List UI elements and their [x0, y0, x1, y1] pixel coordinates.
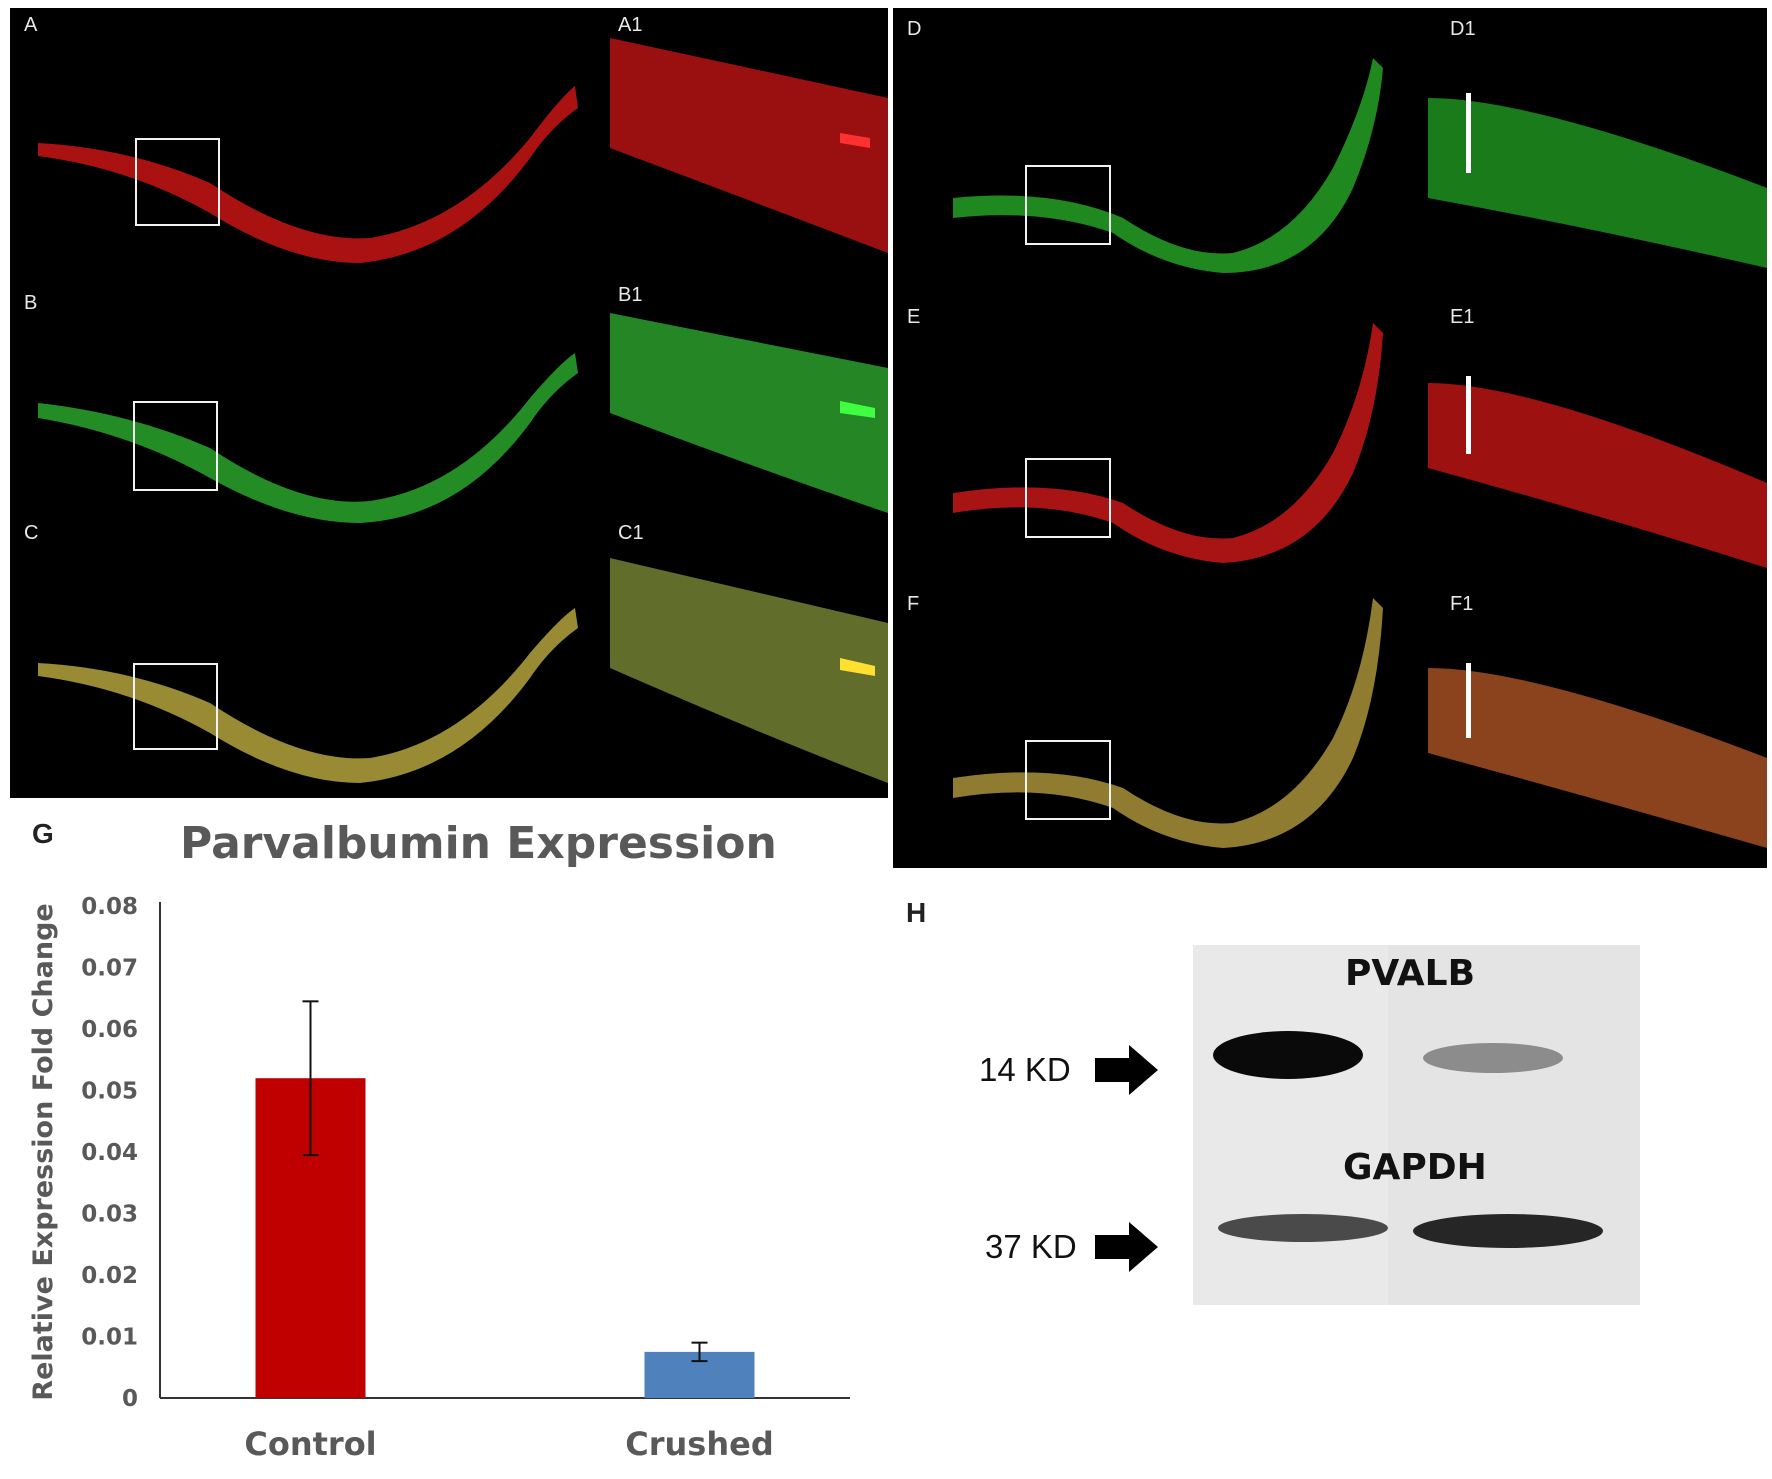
marker-14kd: 14 KD [979, 1051, 1071, 1088]
marker-37kd: 37 KD [985, 1228, 1077, 1265]
micrograph-C [38, 558, 888, 783]
zoom-box-D [1025, 165, 1111, 245]
panel-label-D: D [907, 18, 922, 40]
y-tick-label: 0.06 [81, 1017, 138, 1043]
crush-line-E1 [1466, 376, 1471, 454]
micrograph-B [38, 313, 888, 523]
panel-label-E1: E1 [1450, 306, 1475, 328]
blot-bands [1213, 945, 1640, 1305]
band-gapdh-control [1218, 1214, 1388, 1242]
y-tick-label: 0.07 [81, 956, 138, 982]
band-pvalb-control [1213, 1031, 1363, 1079]
y-tick-label: 0 [122, 1386, 138, 1412]
crush-line-F1 [1466, 663, 1471, 738]
crush-line-D1 [1466, 93, 1471, 173]
y-tick-label: 0.04 [81, 1140, 138, 1166]
zoom-box-B [133, 401, 218, 491]
gapdh-label: GAPDH [1343, 1147, 1487, 1188]
bar-chart: 0 0.01 0.02 0.03 0.04 0.05 0.06 0.07 0.08 Relativ… [28, 894, 850, 1463]
x-tick-label: Crushed [625, 1425, 773, 1463]
y-tick-label: 0.01 [81, 1325, 138, 1351]
panel-label-G: G [32, 818, 54, 849]
micrograph-E [953, 323, 1767, 568]
arrow-right-icon [1095, 1045, 1158, 1095]
band-pvalb-crushed [1423, 1043, 1563, 1073]
panel-block-left: A A1 B B1 C C1 [10, 8, 888, 798]
micrograph-F [953, 598, 1767, 848]
arrow-right-icon [1095, 1222, 1158, 1272]
panel-label-C1: C1 [618, 522, 644, 544]
panel-label-C: C [24, 522, 39, 544]
y-axis-label: Relative Expression Fold Change [28, 903, 59, 1400]
zoom-box-F [1025, 740, 1111, 820]
panel-label-A: A [24, 14, 38, 36]
x-tick-label: Control [244, 1425, 376, 1463]
pvalb-label: PVALB [1345, 953, 1476, 994]
y-tick-label: 0.08 [81, 894, 138, 920]
panel-label-D1: D1 [1450, 18, 1476, 40]
micrograph-D [953, 58, 1767, 273]
micrograph-A [38, 38, 888, 263]
zoom-box-E [1025, 458, 1111, 538]
panel-label-A1: A1 [618, 14, 643, 36]
y-tick-label: 0.02 [81, 1263, 138, 1289]
panel-label-H: H [906, 897, 927, 928]
panel-label-E: E [907, 306, 921, 328]
y-tick-label: 0.05 [81, 1079, 138, 1105]
panel-label-B: B [24, 292, 38, 314]
band-gapdh-crushed [1413, 1214, 1603, 1248]
panel-label-F: F [907, 593, 920, 615]
panel-label-B1: B1 [618, 284, 643, 306]
panel-label-F1: F1 [1450, 593, 1474, 615]
zoom-box-C [133, 663, 218, 750]
chart-title: Parvalbumin Expression [180, 818, 777, 869]
western-blot [1193, 945, 1640, 1305]
panel-block-right: D D1 E E1 F F1 [893, 8, 1767, 868]
zoom-box-A [135, 138, 220, 226]
y-tick-label: 0.03 [81, 1202, 138, 1228]
